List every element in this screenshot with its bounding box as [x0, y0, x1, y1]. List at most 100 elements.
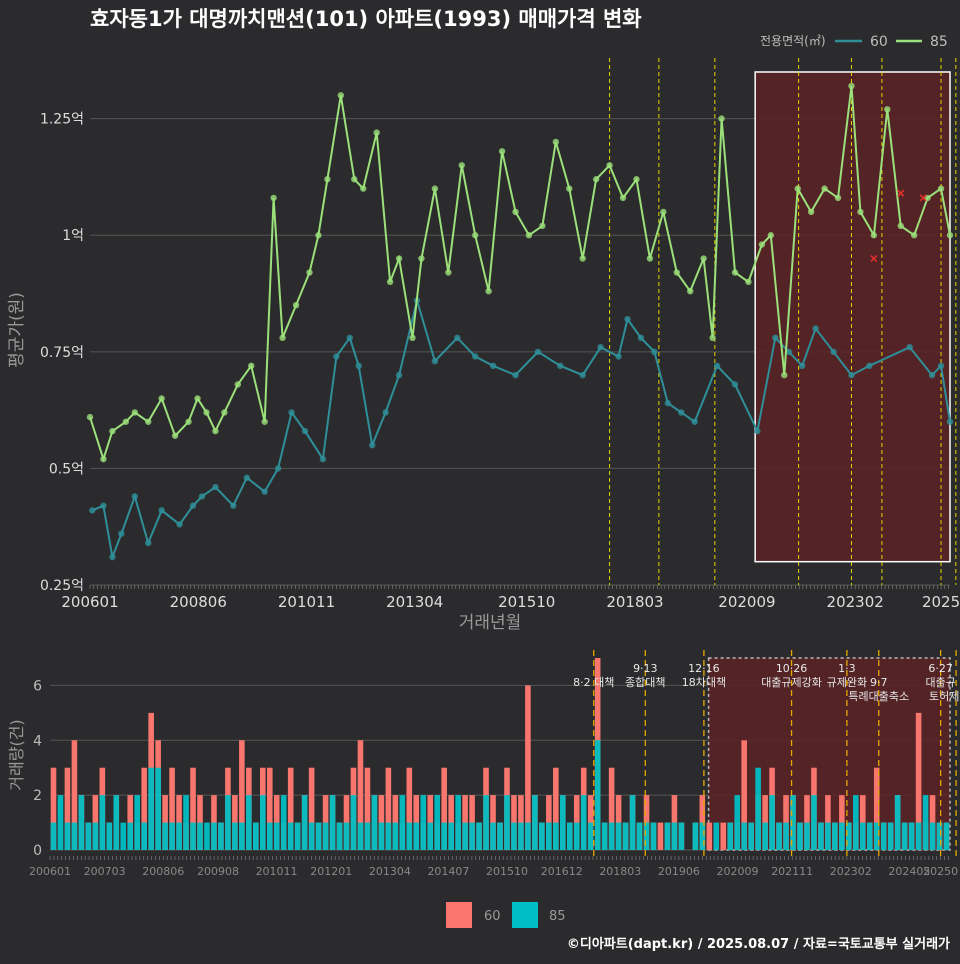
bar-85	[894, 795, 901, 850]
bar-85	[155, 767, 161, 850]
bar-85	[392, 822, 399, 850]
x-tick-label: 201011	[278, 593, 335, 611]
bar-85	[99, 795, 106, 850]
data-point-85	[660, 208, 667, 216]
bar-85	[329, 795, 336, 850]
data-point-85	[221, 409, 228, 416]
bar-85	[364, 822, 371, 850]
data-point-85	[171, 432, 179, 439]
data-point-85	[924, 194, 931, 202]
bar-85	[866, 822, 873, 850]
data-point-85	[306, 269, 313, 276]
data-point-60	[785, 348, 792, 356]
bar-85	[692, 822, 699, 850]
data-point-85	[946, 232, 954, 239]
data-point-60	[395, 371, 403, 379]
data-point-85	[409, 334, 416, 342]
x-tick-label: 201803	[599, 865, 641, 878]
data-point-85	[821, 185, 828, 192]
data-point-60	[615, 353, 622, 360]
bar-85	[664, 822, 671, 850]
x-tick-label: 200601	[61, 593, 118, 611]
data-point-85	[418, 255, 425, 262]
y-tick-label: 6	[33, 678, 42, 694]
bar-85	[322, 822, 329, 850]
bar-60	[441, 767, 447, 850]
data-point-60	[145, 539, 152, 547]
data-point-85	[646, 255, 654, 262]
data-point-85	[673, 269, 680, 276]
bar-85	[560, 795, 566, 850]
bar-85	[776, 822, 782, 850]
bar-85	[797, 822, 803, 850]
policy-annotation: 8·2 대책	[573, 676, 614, 689]
data-point-60	[664, 399, 672, 407]
bar-85	[211, 822, 217, 850]
credit-text: ©디아파트(dapt.kr) / 2025.08.07 / 자료=국토교통부 실…	[567, 936, 950, 952]
bar-85	[78, 795, 85, 850]
data-point-60	[489, 362, 497, 370]
bar-85	[350, 795, 357, 850]
bar-85	[162, 822, 168, 850]
chart-title: 효자동1가 대명까치맨션(101) 아파트(1993) 매매가격 변화	[90, 7, 642, 31]
bar-85	[790, 795, 796, 850]
x-tick-label: 200908	[197, 865, 239, 878]
x-tick-label: 201201	[310, 865, 352, 878]
bar-85	[929, 822, 936, 850]
data-point-85	[552, 138, 560, 146]
bar-60	[406, 767, 413, 850]
bar-85	[587, 822, 594, 850]
bar-85	[860, 822, 866, 850]
x-tick-label: 200703	[84, 865, 126, 878]
bar-85	[427, 822, 434, 850]
data-point-85	[687, 287, 694, 295]
bar-85	[434, 795, 440, 850]
bar-85	[308, 822, 315, 850]
data-point-85	[758, 241, 766, 248]
x-tick-label: 200601	[29, 865, 71, 878]
bar-85	[511, 822, 517, 850]
data-point-60	[176, 521, 183, 528]
bar-85	[755, 767, 761, 850]
data-point-85	[212, 427, 219, 435]
policy-annotation: 1·3	[838, 662, 856, 675]
bar-85	[594, 740, 601, 850]
y-axis-label-volume: 거래량(건)	[7, 719, 26, 790]
policy-annotation: 6·27	[928, 662, 953, 675]
data-point-85	[857, 208, 864, 216]
data-point-85	[185, 418, 192, 425]
data-point-85	[360, 185, 367, 192]
bar-60	[364, 767, 371, 850]
x-marker	[870, 254, 878, 263]
bar-85	[315, 822, 322, 850]
data-point-85	[315, 232, 322, 239]
bar-85	[64, 822, 71, 850]
bar-60	[720, 822, 727, 850]
bar-85	[566, 822, 573, 850]
data-point-85	[337, 92, 345, 99]
bar-60	[741, 740, 747, 850]
data-point-60	[319, 455, 327, 463]
data-point-60	[346, 334, 353, 342]
y-tick-label: 0	[33, 843, 42, 859]
x-tick-label: 201510	[498, 593, 555, 611]
data-point-60	[368, 441, 376, 449]
y-tick-label: 1억	[62, 228, 84, 244]
bar-60	[525, 685, 531, 850]
bar-85	[120, 822, 127, 850]
bar-85	[580, 795, 587, 850]
x-tick-label: 200806	[142, 865, 184, 878]
data-point-60	[651, 348, 658, 356]
bar-85	[134, 795, 140, 850]
bar-60	[71, 740, 78, 850]
bar-85	[915, 822, 922, 850]
bar-60	[385, 767, 392, 850]
data-point-60	[333, 353, 340, 360]
bar-85	[671, 822, 678, 850]
bar-85	[887, 822, 894, 850]
bar-60	[706, 822, 713, 850]
data-point-85	[351, 176, 358, 183]
bar-60	[239, 740, 245, 850]
bar-85	[106, 822, 113, 850]
